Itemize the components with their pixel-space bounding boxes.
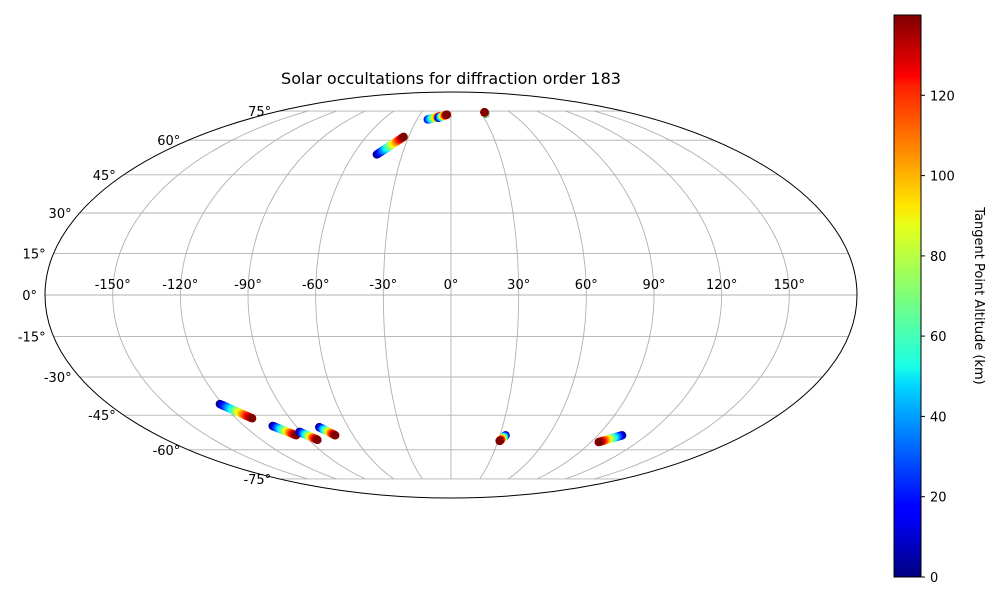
- x-tick-label: -30°: [369, 278, 397, 293]
- colorbar-tick-label: 20: [930, 491, 947, 506]
- track-point: [480, 108, 489, 117]
- track-point: [594, 437, 603, 447]
- chart-title: Solar occultations for diffraction order…: [281, 69, 621, 88]
- occultation-track: [480, 108, 490, 118]
- occultation-track: [295, 427, 322, 445]
- colorbar-label: Tangent Point Altitude (km): [971, 206, 986, 384]
- colorbar-tick-label: 100: [930, 170, 955, 185]
- y-tick-label: -75°: [243, 473, 271, 488]
- x-tick-label: 60°: [575, 278, 598, 293]
- x-tick-label: -60°: [302, 278, 330, 293]
- colorbar: [893, 14, 922, 578]
- occultation-track: [434, 110, 452, 123]
- colorbar-tick-label: 120: [930, 89, 955, 104]
- longitude-tick-labels: -150° -120° -90° -60° -30° 0° 30° 60° 90° 120° 150…: [95, 278, 805, 293]
- map-boundary: [44, 91, 858, 499]
- x-tick-label: -90°: [234, 278, 262, 293]
- colorbar-ticks: 0 20 40 60 80 100 120: [921, 89, 955, 586]
- colorbar-tick-label: 0: [930, 571, 938, 586]
- track-point: [399, 132, 408, 142]
- graticule: [45, 110, 857, 480]
- track-point: [495, 436, 504, 446]
- x-tick-label: 150°: [774, 278, 805, 293]
- colorbar-tick-label: 80: [930, 250, 947, 265]
- track-point: [442, 110, 452, 119]
- occultation-track: [495, 431, 510, 446]
- x-tick-label: 0°: [444, 278, 459, 293]
- y-tick-label: -60°: [153, 444, 181, 459]
- y-tick-label: -15°: [18, 331, 46, 346]
- colorbar-tick-label: 40: [930, 410, 947, 425]
- x-tick-label: 90°: [642, 278, 665, 293]
- occultation-tracks: [215, 108, 627, 447]
- colorbar-tick-label: 60: [930, 330, 947, 345]
- y-tick-label: 0°: [22, 289, 37, 304]
- x-tick-label: 30°: [507, 278, 530, 293]
- y-tick-label: 15°: [23, 247, 46, 262]
- y-tick-label: -45°: [88, 409, 116, 424]
- track-point: [313, 435, 322, 445]
- x-tick-label: -150°: [95, 278, 131, 293]
- occultation-track: [594, 431, 627, 447]
- x-tick-label: -120°: [162, 278, 198, 293]
- track-point: [331, 431, 340, 440]
- y-tick-label: 30°: [49, 207, 72, 222]
- latitude-tick-labels: -75° -60° -45° -30° -15° 0° 15° 30° 45° 60° 75°: [18, 105, 271, 488]
- y-tick-label: 75°: [248, 105, 271, 120]
- occultation-track: [372, 132, 408, 159]
- track-point: [247, 414, 257, 423]
- occultation-track: [215, 399, 257, 423]
- occultation-track: [268, 421, 301, 440]
- x-tick-label: 120°: [706, 278, 737, 293]
- y-tick-label: 60°: [157, 134, 180, 149]
- y-tick-label: 45°: [93, 169, 116, 184]
- occultation-track: [314, 422, 340, 440]
- y-tick-label: -30°: [44, 371, 72, 386]
